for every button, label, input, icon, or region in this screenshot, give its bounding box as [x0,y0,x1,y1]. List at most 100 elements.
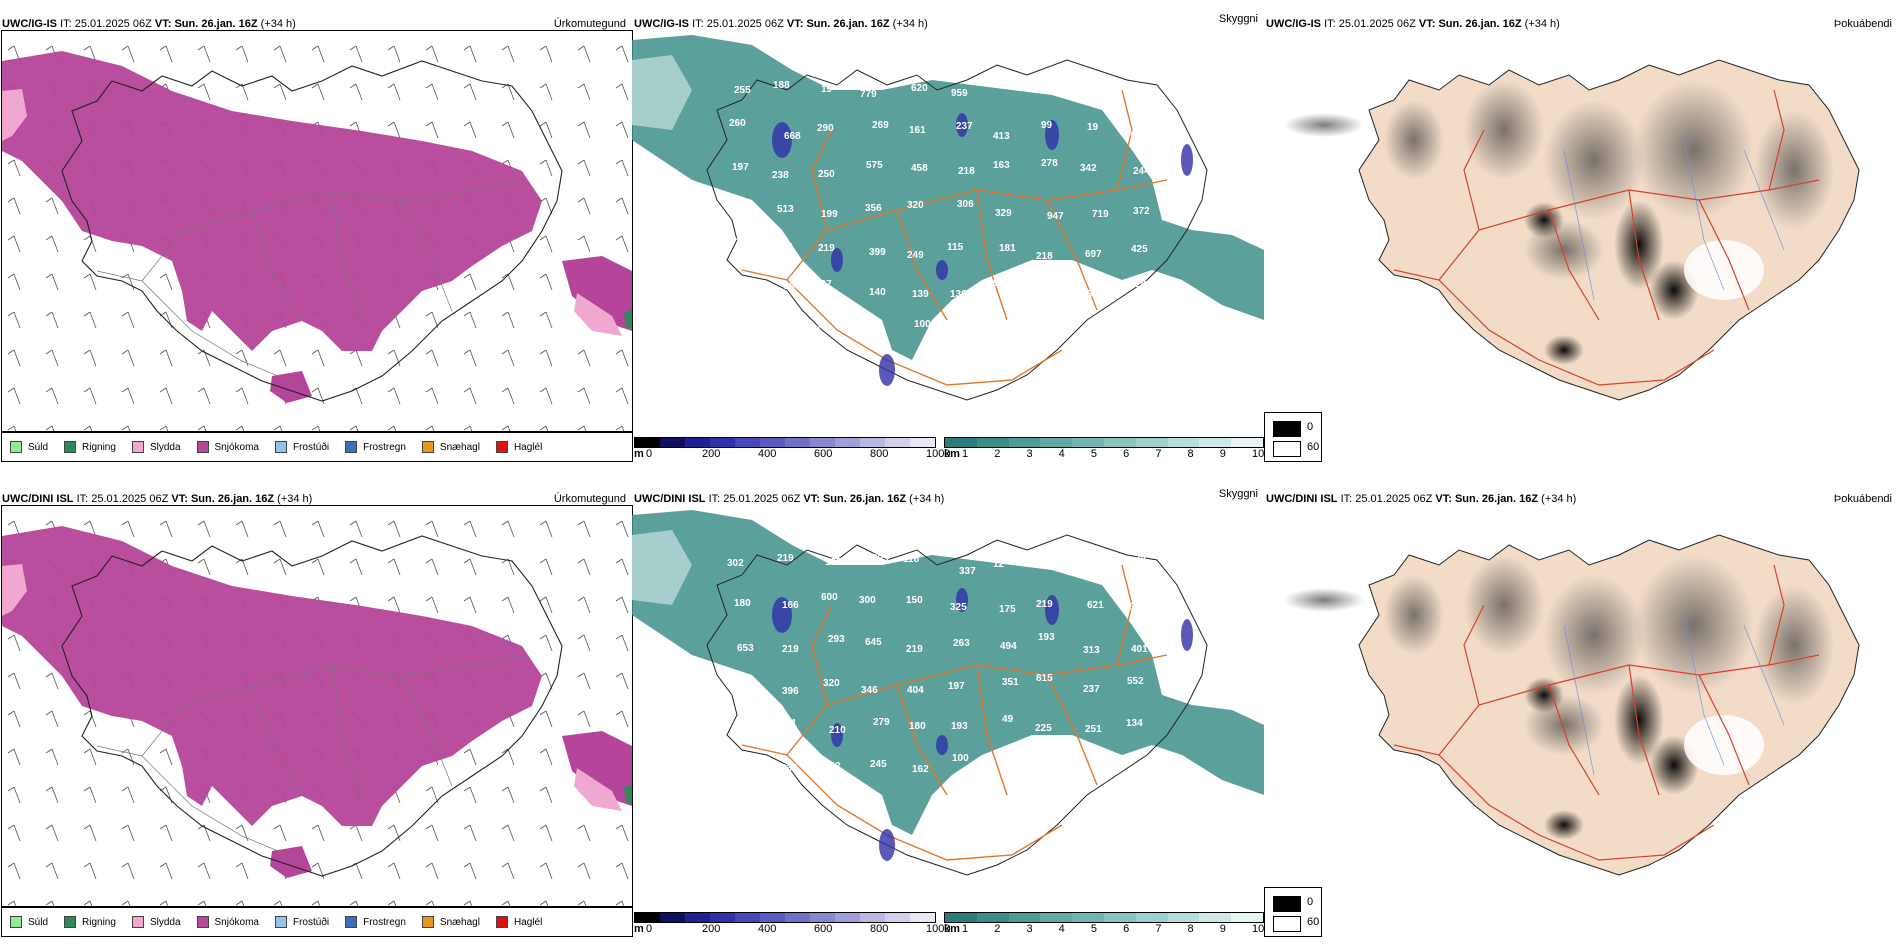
sleet-area [2,564,27,616]
iceland-coastline [706,534,1208,876]
wind-barb [349,349,363,367]
wind-barb [7,159,21,177]
panel-header: UWC/DINI ISL IT: 25.01.2025 06Z VT: Sun.… [1266,493,1576,505]
wind-barb [501,786,515,804]
wind-barb [387,862,401,880]
wind-barb [501,520,515,538]
fog-map[interactable] [1264,30,1900,430]
wind-barb [273,349,287,367]
vt-value: Sun. 26.jan. 16Z [1438,18,1522,30]
peak-elevation-label: 832 [734,318,751,329]
snow-south-patch [270,371,312,403]
wind-barb [235,425,245,431]
precip-legend-item: Súld [10,916,48,928]
precip-map-svg [2,45,632,431]
peak-elevation-label: 396 [782,686,799,697]
colorbar-segment [976,913,1009,922]
legend-label: Slydda [149,916,181,928]
wind-barb [273,558,287,576]
wind-barb [121,273,135,291]
wind-barb [577,159,591,177]
rain-east-patch [624,309,632,329]
rivers [1563,139,1785,301]
wind-barb [311,387,325,405]
legend-swatch [64,441,77,453]
wind-barb [615,349,629,367]
peak-elevation-label: 579 [1087,289,1104,300]
legend-swatch [196,441,209,453]
peak-elevation-label: 180 [909,721,926,732]
model-name: UWC/IG-IS [634,18,689,30]
peak-elevation-label: 100 [952,753,969,764]
wind-barb [45,900,55,906]
colorbar-tick: 4 [1058,448,1065,460]
colorbar-segment [1103,913,1136,922]
it-value: 25.01.2025 06Z [91,493,169,505]
it-label: IT: [76,493,89,505]
wind-barb [45,311,59,329]
wind-barb [349,520,363,538]
colorbar-segment [945,913,977,922]
wind-barb [121,862,135,880]
wind-barb [425,558,439,576]
cloud-map[interactable]: 255 188 19 779 620 959 34 304 34 290 260 668 290 269 1… [632,30,1264,430]
wind-barb [387,824,401,842]
precip-map[interactable] [1,30,633,432]
colorbar-segment [1199,913,1232,922]
colorbar-segment [1135,913,1168,922]
wind-barb [121,900,131,906]
colorbar-segment [635,438,660,447]
panel-header: UWC/IG-IS IT: 25.01.2025 06Z VT: Sun. 26… [2,18,296,30]
colorbar-tick: 200 [702,448,721,460]
wind-barb [387,558,401,576]
wind-barb [425,862,439,880]
wind-barb [463,824,477,842]
wind-barb [615,634,629,652]
fog-index-shading [1284,80,1834,365]
wind-barb [197,900,207,906]
fog-map[interactable] [1264,505,1900,905]
peak-elevation-label: 180 [734,598,751,609]
precip-map[interactable] [1,505,633,907]
wind-barb [83,824,97,842]
peak-elevation-label: 371 [740,202,757,213]
wind-barb [7,862,21,880]
peak-elevation-label: 719 [1092,209,1109,220]
wind-barb [387,83,401,101]
colorbar-tick: 6 [1123,448,1130,460]
colorbar-tick: 3 [1026,448,1033,460]
legend-label: Rigning [82,916,116,928]
wind-barb [577,83,591,101]
wind-barb [463,900,473,906]
colorbar-tick: 4 [1058,923,1065,935]
legend-label: Súld [28,441,49,453]
wind-barb [539,387,553,405]
peak-elevation-label: 218 [958,166,975,177]
it-label: IT: [1340,493,1353,505]
peak-elevation-label: 255 [734,85,751,96]
fog-legend-label-60: 60 [1307,441,1320,453]
peak-elevation-label: 329 [995,208,1012,219]
panel-title-fog: Þokuábendi [1833,18,1892,30]
wind-barb [577,387,591,405]
wind-barb [539,786,553,804]
peak-elevation-label: 237 [956,121,973,132]
wind-barb [349,862,363,880]
wind-barb [387,387,401,405]
vt-value: Sun. 26.jan. 16Z [822,493,907,505]
fog-legend-swatch-dark [1273,896,1301,912]
peak-elevation-label: 131 [1036,277,1053,288]
wind-barb [539,824,553,842]
peak-elevation-label: 425 [1131,244,1148,255]
wind-barb [615,558,629,576]
fog-panel: UWC/DINI ISL IT: 25.01.2025 06Z VT: Sun.… [1264,475,1900,950]
wind-barb [539,558,553,576]
wind-barb [311,83,325,101]
cloud-map[interactable]: 302 219 199 295 118 337 12 101 89 24 180 166 600 300 1… [632,505,1264,905]
wind-barb [273,45,287,63]
wind-barb [349,900,359,906]
wind-barb [463,83,477,101]
wind-barb [235,387,249,405]
wind-barb [463,121,477,139]
terrain-blobs [772,588,1193,861]
